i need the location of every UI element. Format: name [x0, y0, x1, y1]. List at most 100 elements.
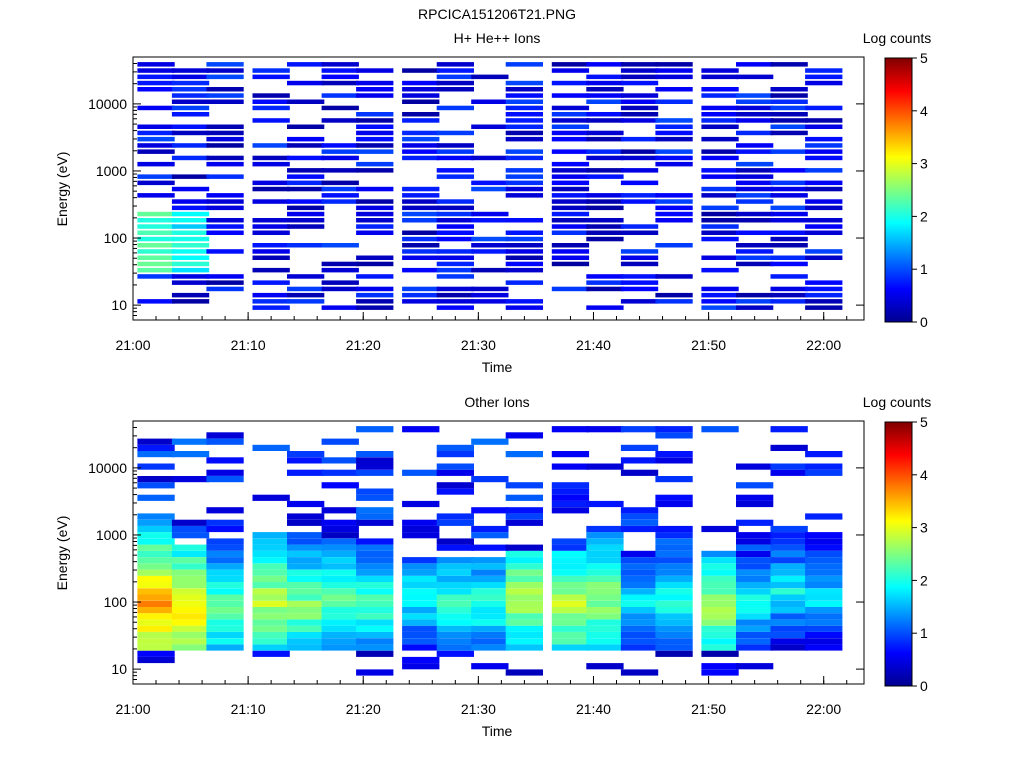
spectrogram-cell	[551, 68, 590, 73]
spectrogram-cell	[551, 149, 590, 154]
spectrogram-cell	[287, 186, 325, 192]
spectrogram-cell	[586, 118, 624, 123]
spectrogram-cell	[701, 619, 739, 626]
spectrogram-cell	[620, 550, 659, 557]
colorbar	[884, 57, 913, 323]
spectrogram-cell	[701, 168, 739, 173]
spectrogram-cell	[252, 305, 290, 310]
spectrogram-cell	[701, 218, 739, 223]
spectrogram-cell	[321, 93, 359, 98]
spectrogram-cell	[655, 87, 693, 92]
x-axis: 21:00 21:10 21:20 21:30 21:40 21:50 22:00	[115, 676, 848, 717]
colorbar-tick-label: 0	[920, 678, 928, 694]
spectrogram-cell	[770, 444, 808, 451]
spectrogram-cell	[736, 62, 774, 67]
spectrogram-cell	[805, 569, 843, 576]
spectrogram-cell	[586, 174, 624, 179]
spectrogram-cell	[736, 174, 774, 179]
spectrogram-cell	[586, 93, 624, 98]
spectrogram-cell	[805, 299, 843, 304]
spectrogram-cell	[471, 594, 509, 601]
spectrogram-cell	[805, 305, 843, 310]
spectrogram-cell	[770, 211, 808, 217]
spectrogram-cell	[287, 532, 325, 539]
y-tick-label: 10	[111, 661, 127, 677]
spectrogram-cell	[586, 575, 624, 582]
spectrogram-cell	[701, 575, 739, 582]
spectrogram-cell	[171, 211, 210, 217]
spectrogram-cell	[586, 274, 624, 279]
spectrogram-cell	[287, 292, 325, 298]
spectrogram-cell	[436, 575, 474, 582]
spectrogram-cell	[287, 600, 325, 607]
spectrogram-cell	[402, 149, 440, 154]
spectrogram-cell	[287, 625, 325, 632]
spectrogram-cell	[171, 569, 210, 576]
x-tick-label: 21:00	[115, 701, 150, 717]
spectrogram-cell	[701, 74, 739, 80]
spectrogram-cell	[655, 274, 693, 279]
spectrogram-cell	[551, 199, 590, 204]
spectrogram-cell	[321, 600, 359, 607]
spectrogram-cell	[701, 607, 739, 614]
spectrogram-cell	[321, 532, 359, 539]
spectrogram-cell	[620, 613, 659, 620]
spectrogram-cell	[620, 426, 659, 433]
spectrogram-cell	[736, 532, 774, 539]
spectrogram-cell	[206, 575, 244, 582]
spectrogram-cell	[471, 532, 509, 539]
spectrogram-cell	[655, 607, 693, 614]
spectrogram-cell	[137, 656, 175, 664]
spectrogram-cell	[805, 74, 843, 80]
spectrogram-cell	[171, 174, 210, 179]
spectrogram-cell	[436, 582, 474, 589]
spectrogram-cell	[586, 544, 624, 551]
spectrogram-cell	[620, 249, 659, 254]
spectrogram-cell	[287, 124, 325, 129]
spectrogram-cell	[287, 613, 325, 620]
spectrogram-cell	[551, 638, 590, 645]
spectrogram-cell	[505, 261, 543, 267]
spectrogram-cell	[736, 550, 774, 557]
spectrogram-cell	[137, 463, 175, 470]
spectrogram-cell	[805, 469, 843, 476]
spectrogram-cell	[252, 292, 290, 298]
spectrogram-cell	[356, 538, 394, 545]
spectrogram-cell	[206, 155, 244, 161]
spectrogram-cell	[736, 211, 774, 217]
spectrogram-cell	[620, 588, 659, 595]
spectrogram-cell	[551, 507, 590, 514]
spectrogram-cell	[321, 607, 359, 614]
spectrogram-cell	[402, 199, 440, 204]
spectrogram-cell	[620, 286, 659, 292]
spectrogram-cell	[620, 105, 659, 111]
spectrogram-cell	[505, 594, 543, 601]
spectrogram-cell	[505, 644, 543, 651]
spectrogram-cell	[137, 631, 175, 639]
spectrogram-cell	[620, 230, 659, 235]
spectrogram-cell	[321, 588, 359, 595]
spectrogram-cell	[252, 494, 290, 501]
spectrogram-cell	[436, 149, 474, 154]
spectrogram-cell	[402, 112, 440, 117]
spectrogram-cell	[505, 99, 543, 104]
spectrogram-cell	[701, 112, 739, 117]
spectrogram-cell	[471, 243, 509, 248]
spectrogram-cell	[287, 174, 325, 179]
spectrogram-cells	[137, 62, 843, 310]
spectrogram-cell	[321, 550, 359, 557]
spectrogram-cell	[505, 130, 543, 136]
spectrogram-cell	[206, 638, 244, 645]
spectrogram-cell	[402, 118, 440, 123]
spectrogram-cell	[287, 588, 325, 595]
spectrogram-cell	[356, 143, 394, 148]
spectrogram-cell	[805, 463, 843, 470]
spectrogram-cell	[171, 638, 210, 645]
spectrogram-cell	[287, 155, 325, 161]
spectrogram-cell	[701, 569, 739, 576]
spectrogram-cell	[655, 199, 693, 204]
spectrogram-cell	[356, 607, 394, 614]
spectrogram-cell	[655, 426, 693, 433]
spectrogram-cell	[505, 619, 543, 626]
spectrogram-cell	[805, 80, 843, 86]
